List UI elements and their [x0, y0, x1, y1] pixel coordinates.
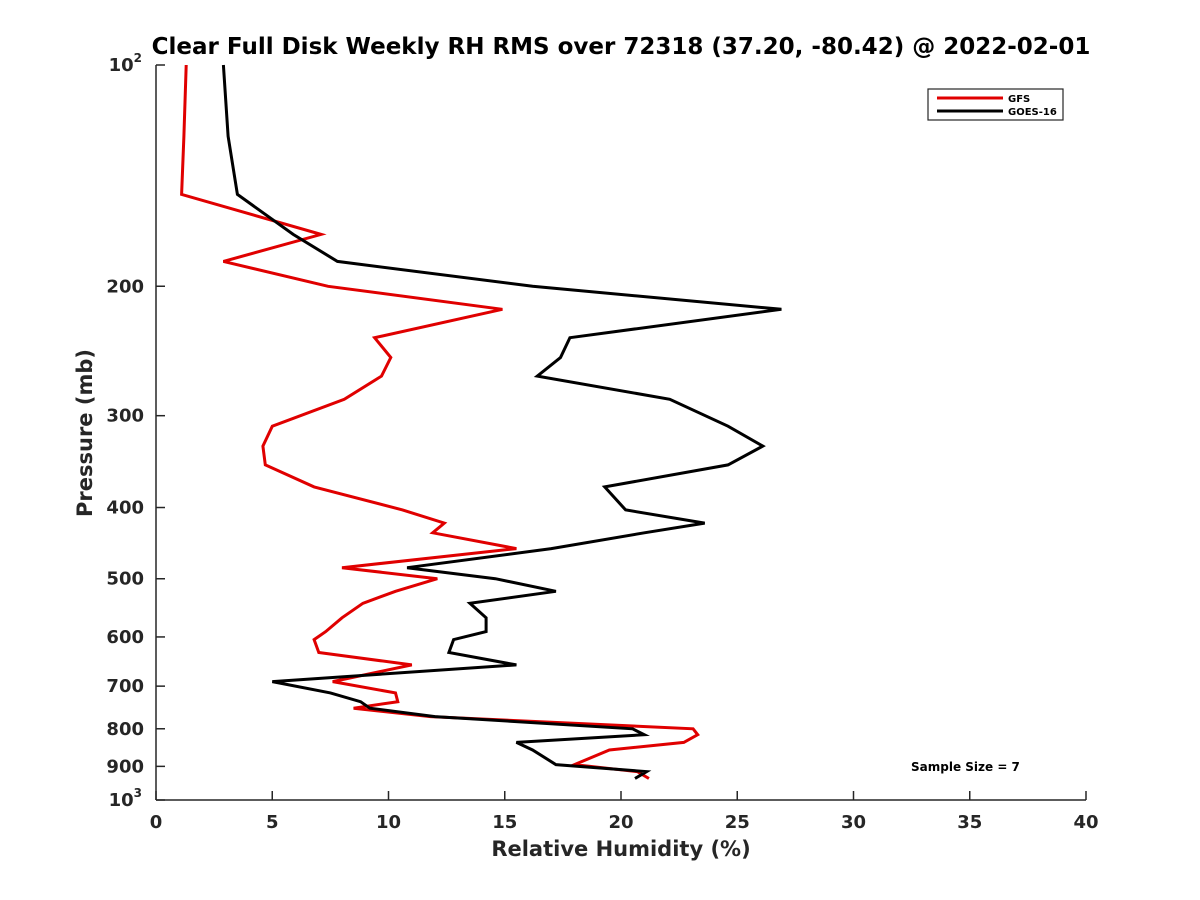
y-tick-base: 10 [109, 790, 134, 811]
sample-size-annotation: Sample Size = 7 [911, 760, 1020, 774]
x-axis-label: Relative Humidity (%) [491, 837, 750, 861]
y-axis-label: Pressure (mb) [73, 349, 97, 517]
y-tick-label: 103 [109, 786, 142, 811]
legend: GFS GOES-16 [927, 88, 1064, 121]
series-lines [180, 64, 782, 780]
x-tick-label: 25 [725, 812, 750, 833]
x-tick-label: 35 [957, 812, 982, 833]
y-tick-label: 900 [106, 756, 144, 777]
legend-label-goes-16: GOES-16 [1008, 107, 1057, 118]
series-line-gfs [180, 64, 700, 780]
y-tick-label: 102 [109, 51, 142, 76]
legend-box [927, 88, 1064, 121]
x-tick-label: 40 [1073, 812, 1098, 833]
y-tick-label: 600 [106, 627, 144, 648]
y-tick-exponent: 3 [134, 786, 142, 800]
chart-title: Clear Full Disk Weekly RH RMS over 72318… [152, 34, 1091, 60]
y-tick-label: 400 [106, 498, 144, 519]
y-tick-base: 10 [109, 55, 134, 76]
y-tick-label: 500 [106, 569, 144, 590]
x-tick-label: 20 [608, 812, 633, 833]
y-tick-label: 300 [106, 406, 144, 427]
y-tick-label: 700 [106, 676, 144, 697]
y-tick-exponent: 2 [134, 51, 142, 65]
x-tick-label: 10 [376, 812, 401, 833]
series-line-goes-16 [221, 64, 782, 780]
legend-label-gfs: GFS [1008, 94, 1030, 105]
y-tick-label: 800 [106, 719, 144, 740]
x-axis-ticks: 0 5 10 15 20 25 30 35 40 [150, 791, 1099, 833]
x-tick-label: 15 [492, 812, 517, 833]
x-tick-label: 5 [266, 812, 279, 833]
x-tick-label: 0 [150, 812, 163, 833]
y-tick-label: 200 [106, 276, 144, 297]
x-tick-label: 30 [841, 812, 866, 833]
